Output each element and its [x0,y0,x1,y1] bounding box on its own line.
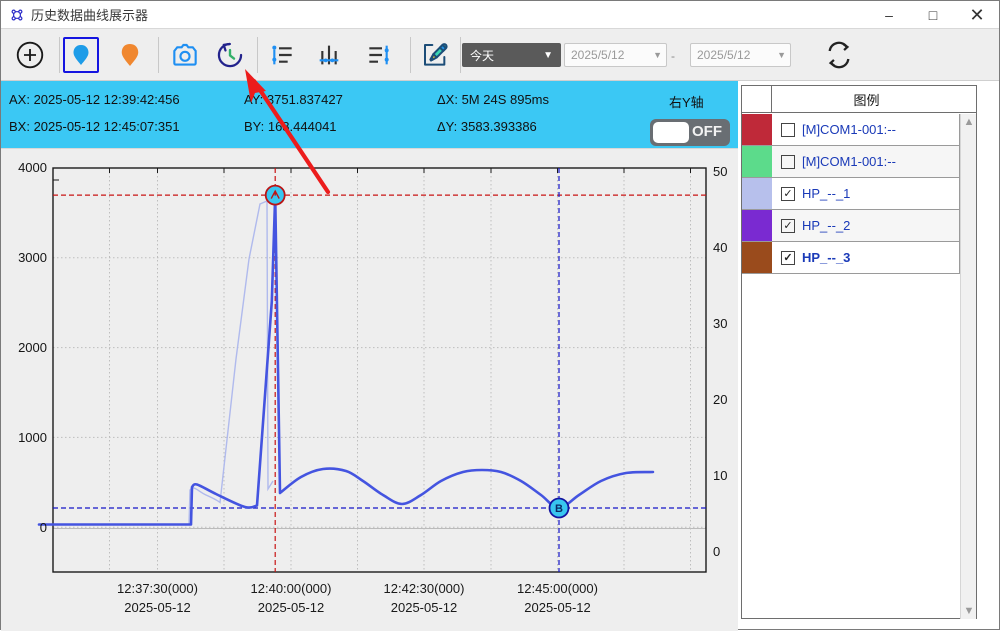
svg-text:0: 0 [40,520,47,535]
svg-text:2000: 2000 [18,340,47,355]
svg-text:2025-05-12: 2025-05-12 [524,600,591,615]
svg-text:2025-05-12: 2025-05-12 [124,600,191,615]
svg-text:10: 10 [713,468,727,483]
svg-text:2025-05-12: 2025-05-12 [391,600,458,615]
svg-text:12:42:30(000): 12:42:30(000) [384,581,465,596]
svg-text:1000: 1000 [18,430,47,445]
svg-text:20: 20 [713,392,727,407]
svg-text:50: 50 [713,164,727,179]
svg-text:4000: 4000 [18,160,47,175]
svg-text:12:45:00(000): 12:45:00(000) [517,581,598,596]
svg-text:12:37:30(000): 12:37:30(000) [117,581,198,596]
svg-text:0: 0 [713,544,720,559]
svg-text:40: 40 [713,240,727,255]
svg-text:12:40:00(000): 12:40:00(000) [251,581,332,596]
svg-text:B: B [555,503,563,515]
svg-text:2025-05-12: 2025-05-12 [258,600,325,615]
svg-text:30: 30 [713,316,727,331]
svg-text:3000: 3000 [18,250,47,265]
